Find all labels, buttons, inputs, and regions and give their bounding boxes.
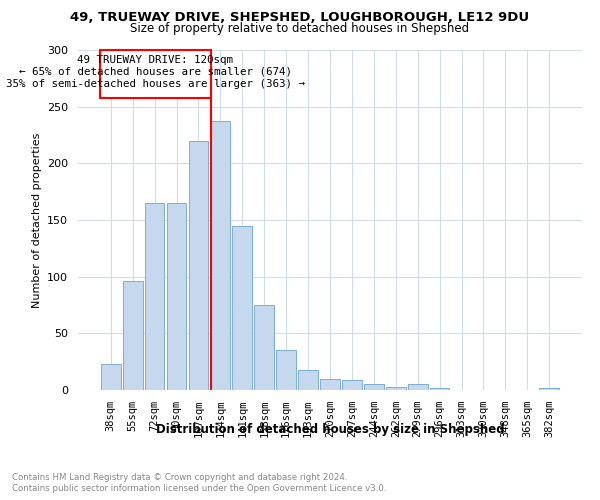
Text: Contains public sector information licensed under the Open Government Licence v3: Contains public sector information licen… bbox=[12, 484, 386, 493]
Text: Size of property relative to detached houses in Shepshed: Size of property relative to detached ho… bbox=[130, 22, 470, 35]
Bar bbox=[101, 364, 121, 390]
Text: 49 TRUEWAY DRIVE: 120sqm: 49 TRUEWAY DRIVE: 120sqm bbox=[77, 54, 233, 64]
Bar bbox=[386, 386, 406, 390]
Bar bbox=[342, 380, 362, 390]
Bar bbox=[167, 203, 187, 390]
Bar bbox=[298, 370, 318, 390]
Bar bbox=[430, 388, 449, 390]
Bar bbox=[408, 384, 428, 390]
Text: Contains HM Land Registry data © Crown copyright and database right 2024.: Contains HM Land Registry data © Crown c… bbox=[12, 472, 347, 482]
Bar bbox=[320, 378, 340, 390]
Bar bbox=[123, 281, 143, 390]
Bar bbox=[276, 350, 296, 390]
Text: 35% of semi-detached houses are larger (363) →: 35% of semi-detached houses are larger (… bbox=[6, 80, 305, 90]
Bar bbox=[211, 122, 230, 390]
Text: 49, TRUEWAY DRIVE, SHEPSHED, LOUGHBOROUGH, LE12 9DU: 49, TRUEWAY DRIVE, SHEPSHED, LOUGHBOROUG… bbox=[70, 11, 530, 24]
Bar bbox=[145, 203, 164, 390]
Text: ← 65% of detached houses are smaller (674): ← 65% of detached houses are smaller (67… bbox=[19, 67, 292, 77]
Bar bbox=[188, 140, 208, 390]
Bar bbox=[539, 388, 559, 390]
Y-axis label: Number of detached properties: Number of detached properties bbox=[32, 132, 41, 308]
Bar bbox=[364, 384, 384, 390]
Bar bbox=[254, 305, 274, 390]
FancyBboxPatch shape bbox=[100, 50, 211, 98]
Bar bbox=[232, 226, 252, 390]
Text: Distribution of detached houses by size in Shepshed: Distribution of detached houses by size … bbox=[155, 422, 505, 436]
